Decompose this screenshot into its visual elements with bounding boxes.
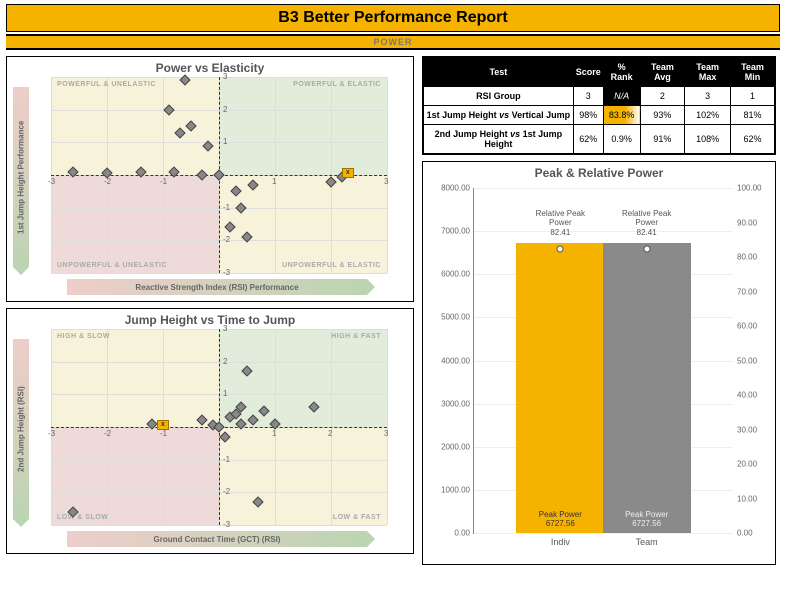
chart-power-vs-elasticity: Power vs Elasticity-3-2-1123-3-2-1123POW… <box>6 56 414 302</box>
x-axis-label: Ground Contact Time (GCT) (RSI) <box>67 531 367 547</box>
y-tick-right: 60.00 <box>733 322 757 331</box>
y-tick-right: 80.00 <box>733 253 757 262</box>
table-row: RSI Group3N/A231 <box>424 87 775 106</box>
highlighted-point: x <box>342 168 354 178</box>
y-tick-left: 8000.00 <box>441 184 474 193</box>
y-axis-label: 1st Jump Height Performance <box>13 87 29 267</box>
y-tick-left: 7000.00 <box>441 227 474 236</box>
relative-power-dot <box>557 245 564 252</box>
x-tick: Team <box>636 533 658 547</box>
table-header: Team Avg <box>640 58 685 87</box>
chart-title: Jump Height vs Time to Jump <box>7 309 413 329</box>
report-subtitle: POWER <box>6 34 780 50</box>
table-row: 2nd Jump Height vs 1st Jump Height62%0.9… <box>424 125 775 154</box>
y-tick-right: 100.00 <box>733 184 761 193</box>
chart-jump-height-vs-time: Jump Height vs Time to Jump-3-2-1123-3-2… <box>6 308 414 554</box>
x-axis-label: Reactive Strength Index (RSI) Performanc… <box>67 279 367 295</box>
bar-team: Peak Power6727.56 <box>603 243 691 533</box>
highlighted-point: x <box>157 420 169 430</box>
y-tick-right: 40.00 <box>733 391 757 400</box>
data-table: TestScore% RankTeam AvgTeam MaxTeam MinR… <box>422 56 776 155</box>
y-tick-right: 90.00 <box>733 218 757 227</box>
table-header: Test <box>424 58 574 87</box>
y-axis-label: 2nd Jump Height (RSI) <box>13 339 29 519</box>
y-tick-right: 0.00 <box>733 529 753 538</box>
y-tick-right: 50.00 <box>733 356 757 365</box>
y-tick-left: 5000.00 <box>441 313 474 322</box>
bar-indiv: Peak Power6727.56 <box>516 243 604 533</box>
y-tick-left: 2000.00 <box>441 442 474 451</box>
table-header: Team Min <box>731 58 775 87</box>
bar-top-label: Relative PeakPower82.41 <box>603 209 691 238</box>
report-title: B3 Better Performance Report <box>6 4 780 32</box>
y-tick-left: 4000.00 <box>441 356 474 365</box>
chart-title: Peak & Relative Power <box>423 162 775 182</box>
y-tick-left: 1000.00 <box>441 485 474 494</box>
chart-peak-relative-power: Peak & Relative Power 0.00 1000.00 2000.00 3… <box>422 161 776 565</box>
chart-title: Power vs Elasticity <box>7 57 413 77</box>
y-tick-left: 0.00 <box>454 529 474 538</box>
x-tick: Indiv <box>551 533 570 547</box>
y-tick-left: 3000.00 <box>441 399 474 408</box>
y-tick-right: 30.00 <box>733 425 757 434</box>
table-header: Score <box>573 58 603 87</box>
table-row: 1st Jump Height vs Vertical Jump98%83.8%… <box>424 106 775 125</box>
y-tick-left: 6000.00 <box>441 270 474 279</box>
table-header: Team Max <box>685 58 731 87</box>
bar-top-label: Relative PeakPower82.41 <box>516 209 604 238</box>
y-tick-right: 70.00 <box>733 287 757 296</box>
relative-power-dot <box>643 245 650 252</box>
table-header: % Rank <box>603 58 640 87</box>
y-tick-right: 10.00 <box>733 494 757 503</box>
y-tick-right: 20.00 <box>733 460 757 469</box>
